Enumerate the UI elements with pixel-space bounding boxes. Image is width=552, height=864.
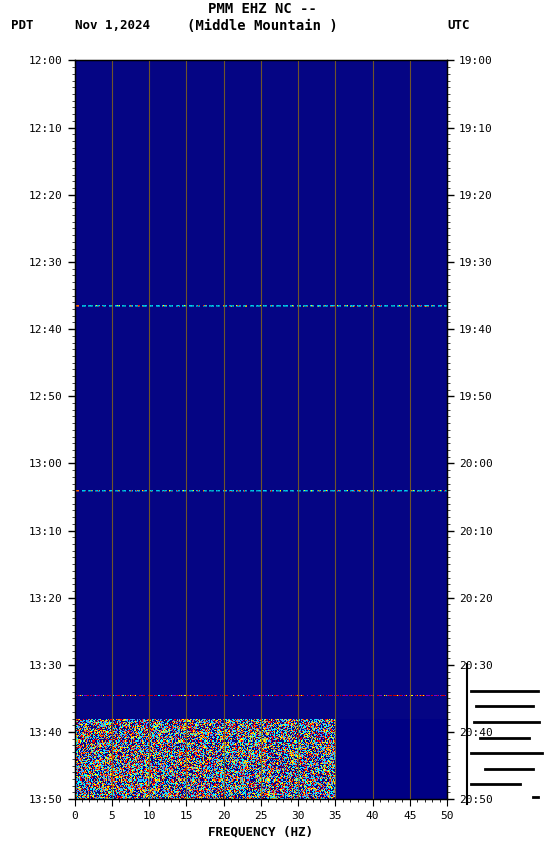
Text: Nov 1,2024: Nov 1,2024	[75, 19, 150, 32]
Text: UTC: UTC	[447, 19, 470, 32]
X-axis label: FREQUENCY (HZ): FREQUENCY (HZ)	[208, 825, 314, 838]
Text: PMM EHZ NC --: PMM EHZ NC --	[208, 3, 317, 16]
Text: PDT: PDT	[11, 19, 34, 32]
Text: (Middle Mountain ): (Middle Mountain )	[187, 19, 338, 33]
